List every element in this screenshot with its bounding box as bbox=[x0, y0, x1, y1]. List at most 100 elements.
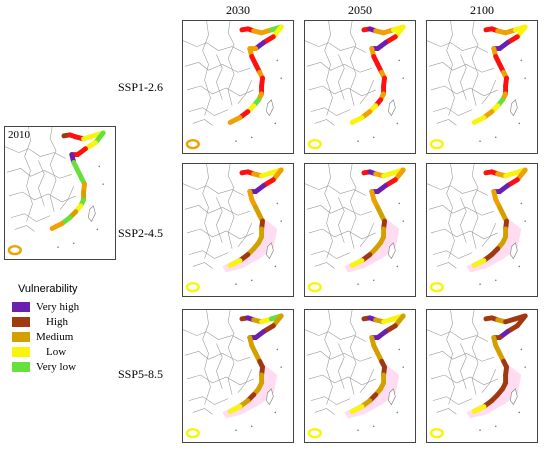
islet bbox=[396, 411, 399, 414]
column-label-2050: 2050 bbox=[348, 3, 372, 17]
hainan-island bbox=[429, 427, 444, 439]
province-boundary bbox=[192, 119, 213, 126]
legend-swatch bbox=[12, 361, 30, 372]
province-boundary bbox=[184, 62, 250, 73]
coastal-segment bbox=[227, 258, 243, 268]
coastal-segment bbox=[49, 221, 65, 231]
province-boundary bbox=[188, 107, 229, 116]
province-boundary bbox=[192, 262, 213, 269]
province-boundary bbox=[427, 40, 489, 53]
map-panel-ssp2-2100 bbox=[426, 163, 538, 297]
islet bbox=[276, 348, 279, 351]
province-boundary bbox=[481, 79, 497, 104]
province-boundary bbox=[427, 183, 489, 196]
province-boundary bbox=[38, 160, 45, 206]
hainan-island bbox=[429, 138, 444, 150]
map-svg bbox=[183, 21, 284, 150]
province-boundary bbox=[227, 310, 235, 395]
map-panel-ssp1-2100 bbox=[426, 20, 538, 154]
map-svg bbox=[427, 21, 528, 150]
taiwan-outline bbox=[388, 388, 396, 406]
islet bbox=[274, 122, 277, 125]
islet bbox=[96, 228, 99, 231]
islet bbox=[494, 425, 497, 428]
province-boundary bbox=[184, 205, 250, 216]
province-boundary bbox=[237, 79, 253, 104]
province-boundary bbox=[428, 205, 494, 216]
islet bbox=[402, 220, 404, 222]
province-boundary bbox=[310, 107, 351, 116]
islet bbox=[402, 77, 404, 79]
province-boundary bbox=[428, 62, 494, 73]
province-boundary bbox=[188, 396, 229, 405]
province-boundary bbox=[184, 351, 250, 362]
province-boundary bbox=[349, 164, 357, 249]
map-panel-ssp5-2030 bbox=[182, 309, 294, 443]
islet bbox=[274, 265, 277, 268]
legend-label: Low bbox=[46, 345, 67, 358]
province-boundary bbox=[188, 250, 229, 259]
taiwan-outline bbox=[88, 205, 96, 223]
province-boundary bbox=[338, 343, 345, 389]
row-label-ssp1: SSP1-2.6 bbox=[118, 80, 164, 94]
legend-item-high: High bbox=[12, 314, 127, 329]
hainan-island bbox=[185, 281, 200, 293]
islet bbox=[57, 246, 59, 248]
coastal-segment bbox=[349, 115, 365, 125]
islet bbox=[494, 136, 497, 139]
coastal-segment bbox=[227, 115, 243, 125]
coastal-segment bbox=[227, 404, 243, 414]
islet bbox=[518, 122, 521, 125]
legend-label: High bbox=[46, 315, 68, 328]
legend-item-medium: Medium bbox=[12, 329, 127, 344]
province-boundary bbox=[446, 310, 455, 405]
province-boundary bbox=[216, 197, 223, 243]
islet bbox=[372, 279, 375, 282]
islet bbox=[520, 348, 523, 351]
province-boundary bbox=[471, 164, 479, 249]
islet bbox=[479, 283, 481, 285]
province-boundary bbox=[432, 396, 473, 405]
province-boundary bbox=[305, 40, 367, 53]
legend-label: Medium bbox=[36, 330, 74, 343]
province-boundary bbox=[6, 168, 72, 179]
islet bbox=[357, 140, 359, 142]
province-boundary bbox=[432, 250, 473, 259]
province-boundary bbox=[5, 146, 67, 159]
taiwan-outline bbox=[388, 99, 396, 117]
hainan-island bbox=[7, 244, 22, 256]
islet bbox=[479, 140, 481, 142]
map-panel-ssp5-2100 bbox=[426, 309, 538, 443]
legend-label: Very high bbox=[36, 300, 80, 313]
legend-title: Vulnerability bbox=[18, 283, 78, 295]
province-boundary bbox=[359, 79, 375, 104]
taiwan-outline bbox=[266, 242, 274, 260]
islet bbox=[102, 183, 104, 185]
coastal-segment bbox=[349, 258, 365, 268]
islet bbox=[372, 425, 375, 428]
taiwan-outline bbox=[388, 242, 396, 260]
islet bbox=[524, 366, 526, 368]
province-boundary bbox=[338, 54, 345, 100]
islet bbox=[235, 140, 237, 142]
legend-swatch bbox=[12, 301, 30, 312]
province-boundary bbox=[436, 119, 457, 126]
islet bbox=[280, 77, 282, 79]
islet bbox=[274, 411, 277, 414]
province-boundary bbox=[216, 54, 223, 100]
islet bbox=[235, 283, 237, 285]
province-boundary bbox=[237, 368, 253, 393]
islet bbox=[250, 279, 253, 282]
coastal-segment bbox=[349, 404, 365, 414]
map-svg bbox=[5, 127, 106, 256]
baseline-year-label: 2010 bbox=[8, 129, 30, 141]
hainan-island bbox=[307, 138, 322, 150]
islet bbox=[398, 59, 401, 62]
province-boundary bbox=[237, 222, 253, 247]
coastal-segment bbox=[471, 115, 487, 125]
province-boundary bbox=[306, 351, 372, 362]
hainan-island bbox=[185, 138, 200, 150]
map-svg bbox=[305, 21, 406, 150]
province-boundary bbox=[10, 213, 51, 222]
province-boundary bbox=[460, 343, 467, 389]
